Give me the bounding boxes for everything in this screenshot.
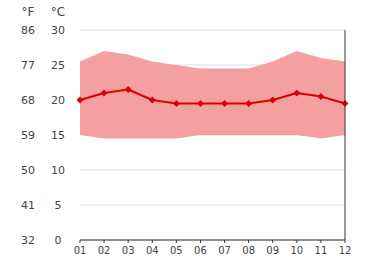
- marker: [197, 100, 204, 107]
- marker: [149, 97, 156, 104]
- x-tick-label: 08: [242, 245, 255, 256]
- x-tick: [200, 240, 201, 243]
- marker: [173, 100, 180, 107]
- x-tick-label: 09: [266, 245, 279, 256]
- grid-line: [80, 170, 345, 171]
- range-band: [80, 51, 345, 139]
- y-tick-label: 20: [51, 94, 65, 107]
- marker: [269, 97, 276, 104]
- right-axis-line: [345, 30, 346, 240]
- grid: [80, 30, 345, 240]
- x-tick-label: 12: [339, 245, 352, 256]
- x-tick: [248, 240, 249, 243]
- marker: [77, 97, 84, 104]
- x-tick-label: 06: [194, 245, 207, 256]
- marker: [245, 100, 252, 107]
- x-tick-label: 10: [290, 245, 303, 256]
- y2-axis-label: °F: [22, 5, 35, 19]
- x-tick: [176, 240, 177, 243]
- y2-tick-label: 41: [21, 199, 35, 212]
- chart: 05101520253032415059687786°C°F0102030405…: [0, 0, 365, 273]
- plot-area: [77, 51, 349, 139]
- x-tick-label: 04: [146, 245, 159, 256]
- x-tick: [272, 240, 273, 243]
- y-tick-label: 5: [55, 199, 62, 212]
- y2-tick-label: 32: [21, 234, 35, 247]
- x-tick-label: 07: [218, 245, 231, 256]
- marker: [221, 100, 228, 107]
- y2-tick-label: 59: [21, 129, 35, 142]
- y-tick-label: 25: [51, 59, 65, 72]
- mean-line: [80, 90, 345, 104]
- y-tick-label: 0: [55, 234, 62, 247]
- y-tick-label: 30: [51, 24, 65, 37]
- x-tick: [104, 240, 105, 243]
- y2-tick-label: 50: [21, 164, 35, 177]
- x-tick: [224, 240, 225, 243]
- x-tick-label: 05: [170, 245, 183, 256]
- x-tick-label: 11: [315, 245, 328, 256]
- x-tick: [345, 240, 346, 243]
- marker: [101, 90, 108, 97]
- y2-tick-label: 86: [21, 24, 35, 37]
- y2-tick-label: 68: [21, 94, 35, 107]
- x-tick: [296, 240, 297, 243]
- y-tick-label: 10: [51, 164, 65, 177]
- x-tick-label: 03: [122, 245, 135, 256]
- grid-line: [80, 30, 345, 31]
- y-axis-label: °C: [51, 5, 65, 19]
- grid-line: [80, 240, 345, 241]
- x-tick: [128, 240, 129, 243]
- x-tick-label: 01: [74, 245, 87, 256]
- marker: [317, 93, 324, 100]
- marker: [293, 90, 300, 97]
- marker: [125, 86, 132, 93]
- x-axis-line: [80, 240, 345, 241]
- x-tick: [320, 240, 321, 243]
- grid-line: [80, 205, 345, 206]
- x-tick: [80, 240, 81, 243]
- x-tick: [152, 240, 153, 243]
- y-tick-label: 15: [51, 129, 65, 142]
- y2-tick-label: 77: [21, 59, 35, 72]
- x-tick-label: 02: [98, 245, 111, 256]
